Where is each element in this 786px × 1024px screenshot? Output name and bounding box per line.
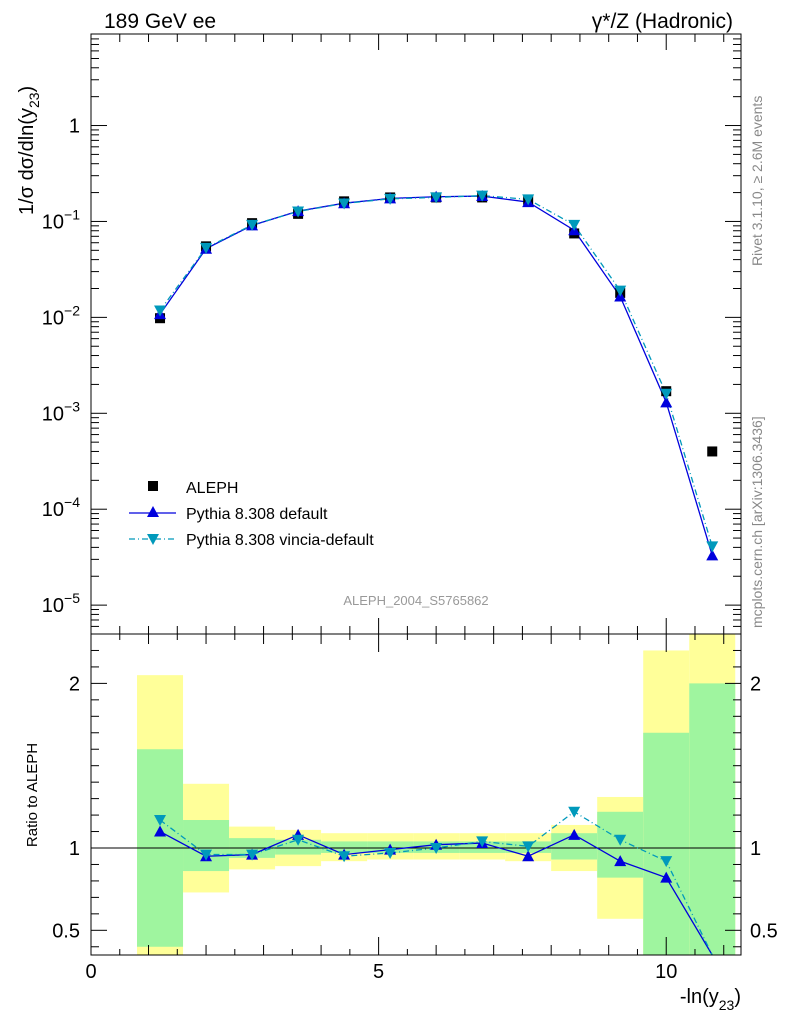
x-tick-label: 10 xyxy=(655,961,677,983)
band-inner xyxy=(183,820,230,872)
ratio-point-triangle-down xyxy=(568,806,581,818)
data-point-square xyxy=(707,446,718,457)
band-inner xyxy=(643,732,690,955)
y-tick-label: 10−2 xyxy=(42,302,80,329)
y-tick-label: 10−1 xyxy=(42,206,80,233)
ratio-point-triangle-down xyxy=(614,834,627,846)
band-inner xyxy=(689,683,736,955)
data-point-triangle-down xyxy=(200,242,213,254)
energy-title: 189 GeV ee xyxy=(104,10,216,33)
legend-label-pythia-default: Pythia 8.308 default xyxy=(186,506,328,523)
y-tick-label: 1 xyxy=(69,116,80,138)
data-point-triangle-down xyxy=(522,194,535,206)
ratio-y-tick-label-left: 1 xyxy=(69,838,80,860)
process-title: γ*/Z (Hadronic) xyxy=(592,10,733,33)
band-inner xyxy=(321,841,368,853)
ratio-point-triangle-down xyxy=(476,836,489,848)
ratio-point-triangle-up xyxy=(614,855,627,867)
ratio-point-triangle-down xyxy=(200,849,213,861)
legend-triangle-up-marker xyxy=(147,506,159,517)
rivet-version-label: Rivet 3.1.10, ≥ 2.6M events xyxy=(749,96,765,266)
main-series-lines xyxy=(159,194,713,556)
main-y-tick-labels: 10−5 10−4 10−3 10−2 10−1 1 xyxy=(42,116,80,618)
mcplots-label: mcplots.cern.ch [arXiv:1306.3436] xyxy=(749,416,765,628)
ratio-panel: 0.5 0.5 1 1 2 2 0 5 10 Ratio to ALEPH -ln(y23) xyxy=(24,633,778,1013)
y-tick-label: 10−5 xyxy=(42,590,80,617)
main-panel: 10−5 10−4 10−3 10−2 10−1 1 1/σ dσ/dln(y23) AL… xyxy=(16,33,742,635)
x-tick-label: 5 xyxy=(373,961,384,983)
data-point-triangle-down xyxy=(292,206,305,218)
x-tick-label: 0 xyxy=(85,961,96,983)
data-point-triangle-down xyxy=(568,219,581,231)
ratio-y-axis-label: Ratio to ALEPH xyxy=(24,743,41,847)
analysis-id-label: ALEPH_2004_S5765862 xyxy=(343,593,488,608)
main-series-markers xyxy=(154,190,719,561)
data-point-triangle-down xyxy=(430,192,443,204)
data-point-triangle-down xyxy=(338,198,351,210)
data-point-triangle-down xyxy=(614,285,627,297)
legend-entry-vincia: Pythia 8.308 vincia-default xyxy=(129,532,374,549)
ratio-y-tick-labels: 0.5 0.5 1 1 2 2 xyxy=(52,673,778,942)
data-point-triangle-down xyxy=(476,190,489,202)
x-tick-labels: 0 5 10 xyxy=(85,961,677,983)
ratio-y-tick-label-left: 2 xyxy=(69,673,80,695)
data-point-triangle-down xyxy=(154,305,167,317)
ratio-series-markers xyxy=(154,806,673,883)
ratio-point-triangle-up xyxy=(522,850,535,862)
data-point-triangle-down xyxy=(384,193,397,205)
data-point-triangle-down xyxy=(706,541,719,553)
data-point-triangle-up xyxy=(660,396,673,408)
series-line xyxy=(159,194,713,547)
ratio-y-tick-label-right: 2 xyxy=(750,673,761,695)
ratio-y-tick-label-left: 0.5 xyxy=(52,920,80,942)
legend-entry-aleph: ALEPH xyxy=(148,480,238,497)
ratio-point-triangle-up xyxy=(568,828,581,840)
legend-label-vincia: Pythia 8.308 vincia-default xyxy=(186,532,374,549)
legend-square-marker xyxy=(148,481,158,491)
ratio-point-triangle-down xyxy=(430,843,443,854)
x-axis-label: -ln(y23) xyxy=(680,986,741,1013)
ratio-axis-ticks xyxy=(90,633,741,955)
ratio-point-triangle-up xyxy=(660,871,673,883)
data-point-triangle-up xyxy=(706,549,719,561)
main-y-axis-label: 1/σ dσ/dln(y23) xyxy=(16,86,42,215)
ratio-point-triangle-up xyxy=(154,825,167,837)
ratio-point-triangle-down xyxy=(338,851,351,863)
y-tick-label: 10−3 xyxy=(42,398,80,425)
legend-triangle-down-marker xyxy=(147,534,159,545)
ratio-y-tick-label-right: 0.5 xyxy=(750,920,778,942)
ratio-point-triangle-down xyxy=(660,856,673,868)
y-tick-label: 10−4 xyxy=(42,494,80,521)
legend: ALEPH Pythia 8.308 default Pythia 8.308 … xyxy=(129,480,374,549)
data-point-triangle-down xyxy=(660,388,673,400)
ratio-point-triangle-down xyxy=(384,847,397,859)
data-point-triangle-down xyxy=(246,219,259,231)
ratio-point-triangle-down xyxy=(154,815,167,827)
legend-entry-pythia-default: Pythia 8.308 default xyxy=(129,506,328,523)
legend-label-aleph: ALEPH xyxy=(186,480,238,497)
ratio-point-triangle-down xyxy=(522,841,535,853)
ratio-y-tick-label-right: 1 xyxy=(750,838,761,860)
ratio-panel-frame xyxy=(90,633,742,956)
ratio-uncertainty-bands xyxy=(137,634,736,955)
series-line xyxy=(159,195,713,556)
main-axis-ticks xyxy=(90,33,741,634)
ratio-point-triangle-down xyxy=(292,834,305,846)
ratio-point-triangle-down xyxy=(246,849,259,861)
